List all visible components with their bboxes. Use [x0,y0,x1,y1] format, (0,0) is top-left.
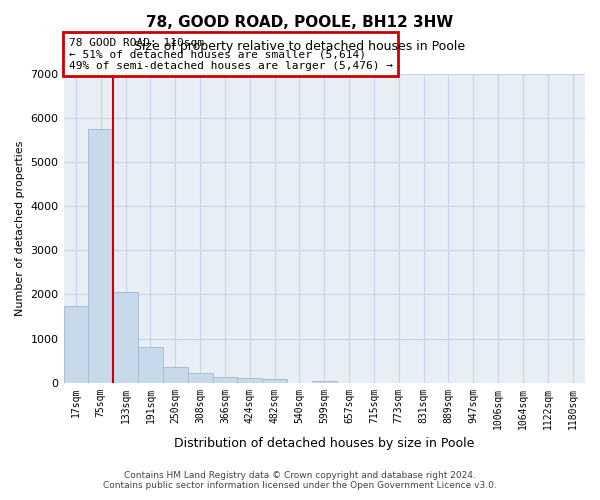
Bar [212,377,238,382]
Y-axis label: Number of detached properties: Number of detached properties [15,140,25,316]
Bar [238,378,262,382]
Text: Size of property relative to detached houses in Poole: Size of property relative to detached ho… [134,40,466,53]
Bar [312,380,337,382]
Text: Contains HM Land Registry data © Crown copyright and database right 2024.
Contai: Contains HM Land Registry data © Crown c… [103,470,497,490]
Bar [262,380,287,382]
Text: 78 GOOD ROAD: 110sqm
← 51% of detached houses are smaller (5,614)
49% of semi-de: 78 GOOD ROAD: 110sqm ← 51% of detached h… [69,38,393,71]
Bar [64,306,88,382]
Bar [113,292,138,382]
Bar [188,373,212,382]
Text: 78, GOOD ROAD, POOLE, BH12 3HW: 78, GOOD ROAD, POOLE, BH12 3HW [146,15,454,30]
Bar [138,348,163,382]
Bar [163,367,188,382]
Bar [88,129,113,382]
X-axis label: Distribution of detached houses by size in Poole: Distribution of detached houses by size … [174,437,475,450]
